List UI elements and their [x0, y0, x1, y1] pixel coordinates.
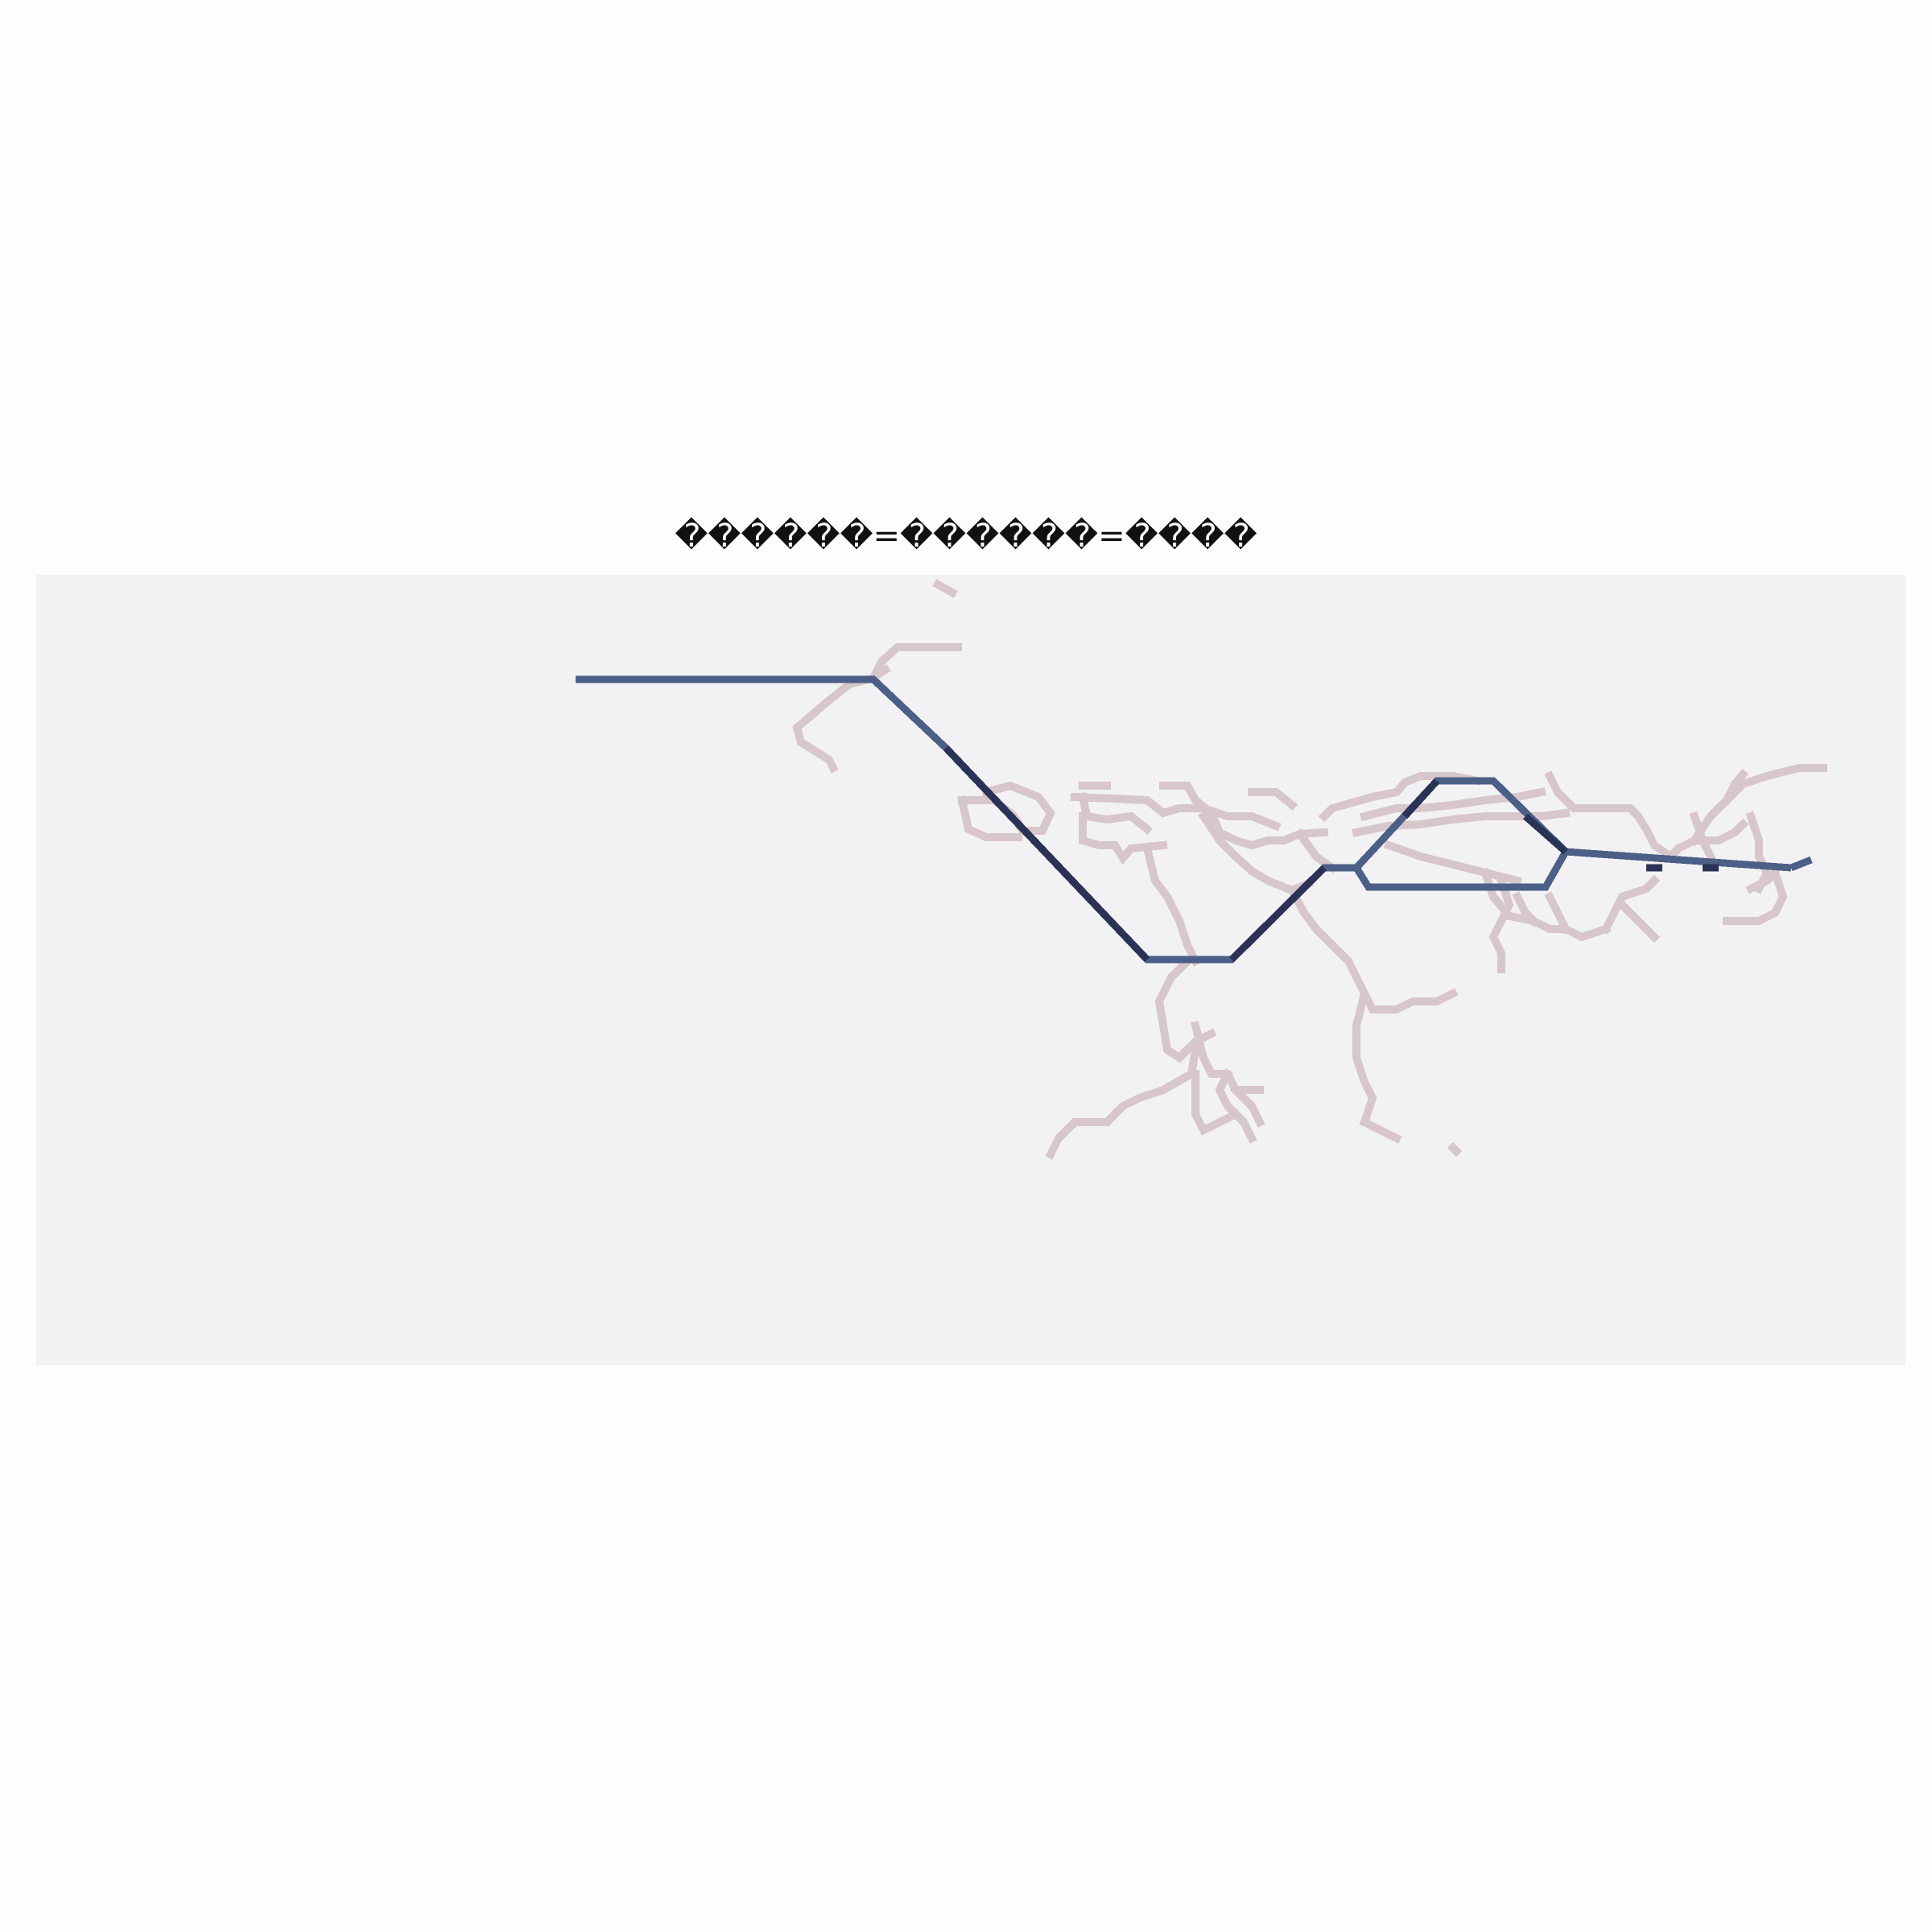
map-title: ������=������=���� — [675, 518, 1257, 555]
network-lines — [792, 579, 1827, 1160]
route-emphasis — [943, 745, 1719, 963]
route-end — [1790, 856, 1813, 872]
map-panel — [36, 575, 1905, 1365]
branch-route — [1353, 849, 1569, 891]
map-background — [36, 575, 1905, 1365]
